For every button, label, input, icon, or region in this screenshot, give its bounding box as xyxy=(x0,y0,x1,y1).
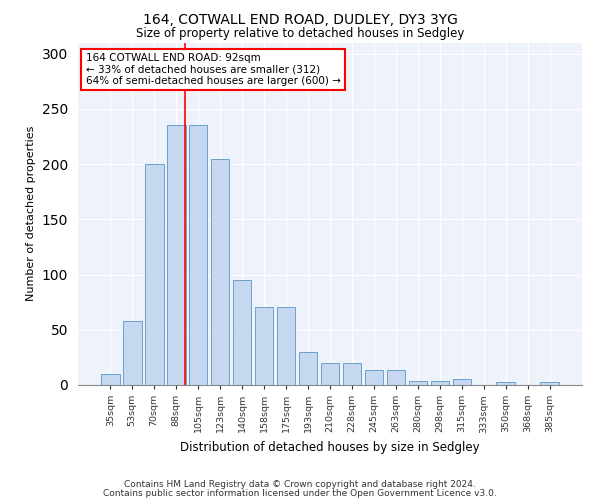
Y-axis label: Number of detached properties: Number of detached properties xyxy=(26,126,37,302)
Bar xyxy=(452,380,471,385)
Bar xyxy=(123,321,142,385)
Bar xyxy=(431,380,449,385)
Bar xyxy=(541,382,559,385)
Bar xyxy=(233,280,251,385)
Bar xyxy=(145,164,164,385)
Bar xyxy=(167,126,185,385)
X-axis label: Distribution of detached houses by size in Sedgley: Distribution of detached houses by size … xyxy=(180,441,480,454)
Bar xyxy=(101,374,119,385)
Text: Contains public sector information licensed under the Open Government Licence v3: Contains public sector information licen… xyxy=(103,490,497,498)
Text: Size of property relative to detached houses in Sedgley: Size of property relative to detached ho… xyxy=(136,28,464,40)
Bar xyxy=(386,370,405,385)
Bar xyxy=(255,306,274,385)
Bar xyxy=(277,306,295,385)
Text: 164, COTWALL END ROAD, DUDLEY, DY3 3YG: 164, COTWALL END ROAD, DUDLEY, DY3 3YG xyxy=(143,12,457,26)
Bar xyxy=(496,382,515,385)
Text: 164 COTWALL END ROAD: 92sqm
← 33% of detached houses are smaller (312)
64% of se: 164 COTWALL END ROAD: 92sqm ← 33% of det… xyxy=(86,53,340,86)
Bar xyxy=(299,352,317,385)
Bar xyxy=(409,380,427,385)
Bar xyxy=(211,158,229,385)
Text: Contains HM Land Registry data © Crown copyright and database right 2024.: Contains HM Land Registry data © Crown c… xyxy=(124,480,476,489)
Bar xyxy=(189,126,208,385)
Bar xyxy=(343,363,361,385)
Bar xyxy=(365,370,383,385)
Bar xyxy=(320,363,340,385)
